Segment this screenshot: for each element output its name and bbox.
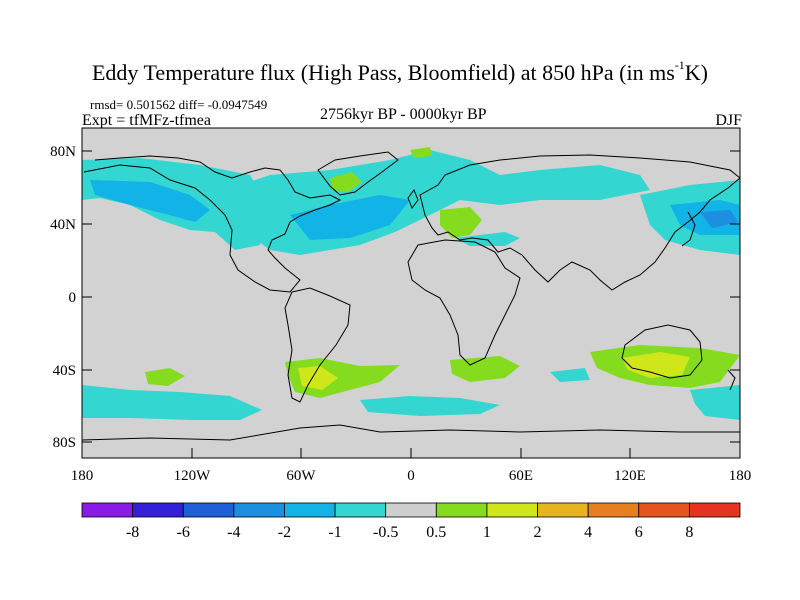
africa-coast (407, 239, 521, 366)
colorbar-label: -8 (126, 524, 139, 541)
period-label: 2756kyr BP - 0000kyr BP (320, 106, 487, 123)
arctic-positive (410, 147, 432, 158)
north-pacific-negative-core (90, 180, 210, 222)
japan-coast (681, 211, 696, 247)
y-label-40n: 40N (50, 217, 76, 233)
x-tick-labels: 180 120W 60W 0 60E 120E 180 (71, 468, 752, 484)
colorbar-swatch (182, 502, 235, 518)
x-label-180w: 180 (71, 468, 94, 484)
season-label: DJF (715, 112, 742, 129)
x-label-0: 0 (407, 468, 415, 484)
experiment-label: Expt = tfMFz-tfmea (82, 112, 211, 129)
colorbar-label: -1 (328, 524, 341, 541)
y-label-0: 0 (69, 290, 77, 306)
colorbar-swatch (284, 502, 336, 518)
nz-coast (727, 369, 736, 391)
colorbar-swatch (486, 502, 538, 518)
x-label-120w: 120W (174, 468, 212, 484)
colorbar-swatch (233, 502, 285, 518)
colorbar-label: 4 (584, 524, 592, 541)
colorbar: -8 -6 -4 -2 -1 -0.5 0.5 1 2 4 6 8 (81, 502, 741, 541)
colorbar-swatch (385, 502, 437, 518)
y-tick-labels: 80N 40N 0 40S 80S (50, 144, 76, 451)
colorbar-label: -0.5 (373, 524, 398, 541)
y-label-80s: 80S (53, 435, 76, 451)
colorbar-label: 8 (685, 524, 693, 541)
x-label-60e: 60E (509, 468, 533, 484)
x-label-120e: 120E (614, 468, 646, 484)
x-label-180e: 180 (729, 468, 752, 484)
colorbar-label: -2 (278, 524, 291, 541)
southern-ocean-negative-atlantic (360, 396, 500, 416)
colorbar-swatch (132, 502, 184, 518)
colorbar-swatch (587, 502, 640, 518)
australia-positive-core (622, 352, 690, 378)
mediterranean-negative (455, 232, 520, 246)
colorbar-label: 1 (483, 524, 491, 541)
colorbar-swatch (688, 502, 741, 518)
southern-ocean-negative-east (690, 385, 740, 420)
australia-coast (621, 324, 703, 379)
colorbar-swatch (334, 502, 387, 518)
colorbar-swatch (638, 502, 690, 518)
sp-negative-east (550, 368, 590, 382)
uk-coast (407, 188, 419, 210)
north-america-coast (83, 155, 342, 293)
colorbar-swatch (81, 502, 134, 518)
south-pacific-positive (145, 368, 185, 386)
north-atlantic-negative-core (290, 195, 410, 240)
anomaly-shading (82, 147, 740, 420)
coastlines (81, 151, 741, 441)
rmsd-diff-stats: rmsd= 0.501562 diff= -0.0947549 (90, 97, 268, 112)
europe-positive (440, 207, 482, 238)
map-title: Eddy Temperature flux (High Pass, Bloomf… (91, 58, 708, 85)
eurasia-coast (419, 154, 741, 291)
x-axis (81, 448, 741, 458)
colorbar-label: 6 (635, 524, 643, 541)
nw-pacific-negative-max (700, 210, 738, 228)
south-america-coast (284, 287, 351, 403)
southern-ocean-negative-west (82, 385, 262, 420)
colorbar-swatch (537, 502, 589, 518)
greenland-coast (317, 151, 399, 196)
antarctica-coast (81, 424, 740, 441)
colorbar-label: -6 (177, 524, 190, 541)
y-label-40s: 40S (53, 363, 76, 379)
greenland-positive (330, 172, 362, 192)
colorbar-label: -4 (227, 524, 240, 541)
y-label-80n: 80N (50, 144, 76, 160)
colorbar-label: 2 (534, 524, 542, 541)
colorbar-swatch (435, 502, 488, 518)
colorbar-label: 0.5 (426, 524, 446, 541)
y-axis (82, 150, 740, 443)
south-america-positive-core (298, 366, 338, 390)
x-label-60w: 60W (286, 468, 316, 484)
